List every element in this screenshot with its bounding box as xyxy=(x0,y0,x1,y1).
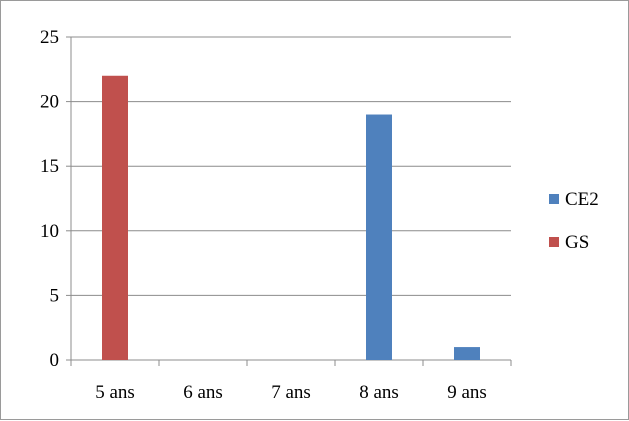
x-tick-label: 5 ans xyxy=(95,382,135,403)
y-tick-label: 15 xyxy=(40,156,59,177)
legend: CE2 GS xyxy=(549,189,599,253)
legend-swatch-gs xyxy=(549,237,559,247)
bar-ce2-9-ans xyxy=(454,347,480,360)
x-tick-label: 6 ans xyxy=(183,382,223,403)
bar-ce2-8-ans xyxy=(366,114,392,361)
bar-gs-5-ans xyxy=(102,75,128,360)
x-tick-label: 9 ans xyxy=(447,382,487,403)
gridlines xyxy=(71,36,511,296)
axes xyxy=(66,36,512,366)
x-axis-ticks: 5 ans 6 ans 7 ans 8 ans 9 ans xyxy=(95,382,487,403)
y-tick-label: 10 xyxy=(40,221,59,242)
y-axis-ticks: 0 5 10 15 20 25 xyxy=(40,27,59,371)
y-tick-label: 0 xyxy=(50,350,60,371)
legend-swatch-ce2 xyxy=(549,194,559,204)
bars xyxy=(102,75,480,361)
y-tick-label: 20 xyxy=(40,92,59,113)
x-tick-label: 8 ans xyxy=(359,382,399,403)
legend-label-ce2: CE2 xyxy=(565,189,599,210)
y-tick-label: 25 xyxy=(40,27,59,48)
x-tick-label: 7 ans xyxy=(271,382,311,403)
legend-label-gs: GS xyxy=(565,232,589,253)
y-tick-label: 5 xyxy=(50,285,60,306)
